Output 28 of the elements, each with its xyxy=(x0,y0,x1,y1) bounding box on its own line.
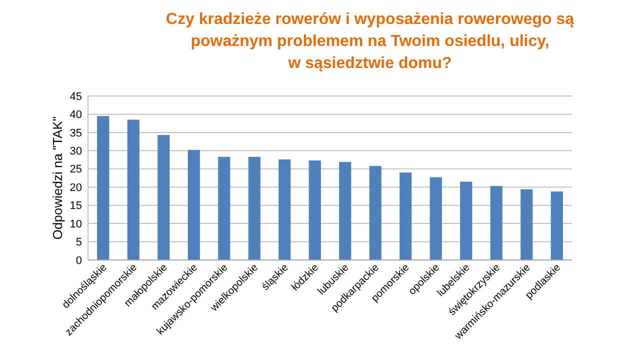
bar xyxy=(400,172,412,260)
bar xyxy=(248,156,260,260)
y-tick-label: 5 xyxy=(76,236,82,249)
chart-title: Czy kradzieże rowerów i wyposażenia rowerowego są poważnym problemem na Twoim osiedlu, ulicy, w sąsiedztwie domu? xyxy=(166,11,574,72)
bar xyxy=(278,159,291,260)
y-tick-label: 30 xyxy=(70,146,82,158)
y-tick-label: 25 xyxy=(70,164,82,176)
y-tick-label: 40 xyxy=(70,109,82,122)
y-tick-label: 0 xyxy=(76,254,82,267)
bar xyxy=(188,150,200,260)
bar xyxy=(430,177,442,260)
bar xyxy=(158,134,170,260)
bar xyxy=(127,120,140,260)
bar xyxy=(460,182,472,260)
bar xyxy=(339,162,352,260)
y-tick-label: 10 xyxy=(70,218,82,230)
bar xyxy=(218,156,230,260)
bar xyxy=(520,189,533,260)
y-tick-label: 15 xyxy=(70,200,82,212)
y-axis-title: Odpowiedzi na "TAK" xyxy=(50,116,65,240)
bar xyxy=(369,166,382,260)
bar xyxy=(97,116,110,260)
bar xyxy=(550,191,563,260)
bar xyxy=(490,186,502,260)
y-tick-label: 35 xyxy=(70,127,82,140)
y-tick-label: 45 xyxy=(70,90,82,103)
y-tick-label: 20 xyxy=(70,182,82,194)
bar xyxy=(308,160,321,260)
